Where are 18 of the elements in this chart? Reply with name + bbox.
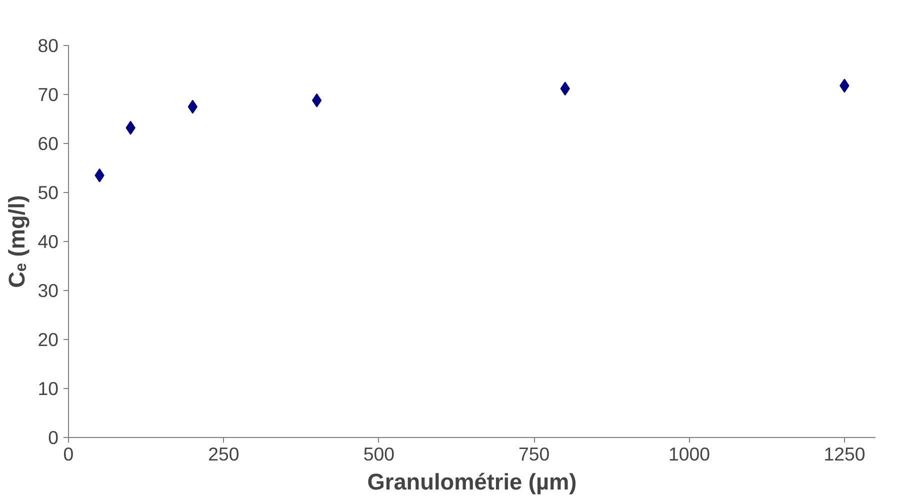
y-tick-label: 10 [38,378,59,399]
y-tick-label: 0 [48,427,59,448]
y-tick-label: 20 [38,329,59,350]
y-tick-label: 50 [38,182,59,203]
y-axis-title: Cₑ (mg/l) [4,195,30,288]
x-tick-label: 1000 [668,444,710,464]
y-tick-label: 30 [38,280,59,301]
y-tick-label: 70 [38,84,59,105]
x-tick-label: 500 [363,444,394,464]
y-tick-label: 60 [38,133,59,154]
y-tick-label: 40 [38,231,59,252]
x-tick-label: 1250 [824,444,866,464]
point [312,93,322,108]
x-tick-label: 750 [518,444,550,464]
y-tick-label: 80 [38,35,59,56]
x-tick-label: 250 [208,444,240,464]
x-axis-title: Granulométrie (µm) [367,468,577,494]
x-tick-label: 0 [63,444,74,464]
